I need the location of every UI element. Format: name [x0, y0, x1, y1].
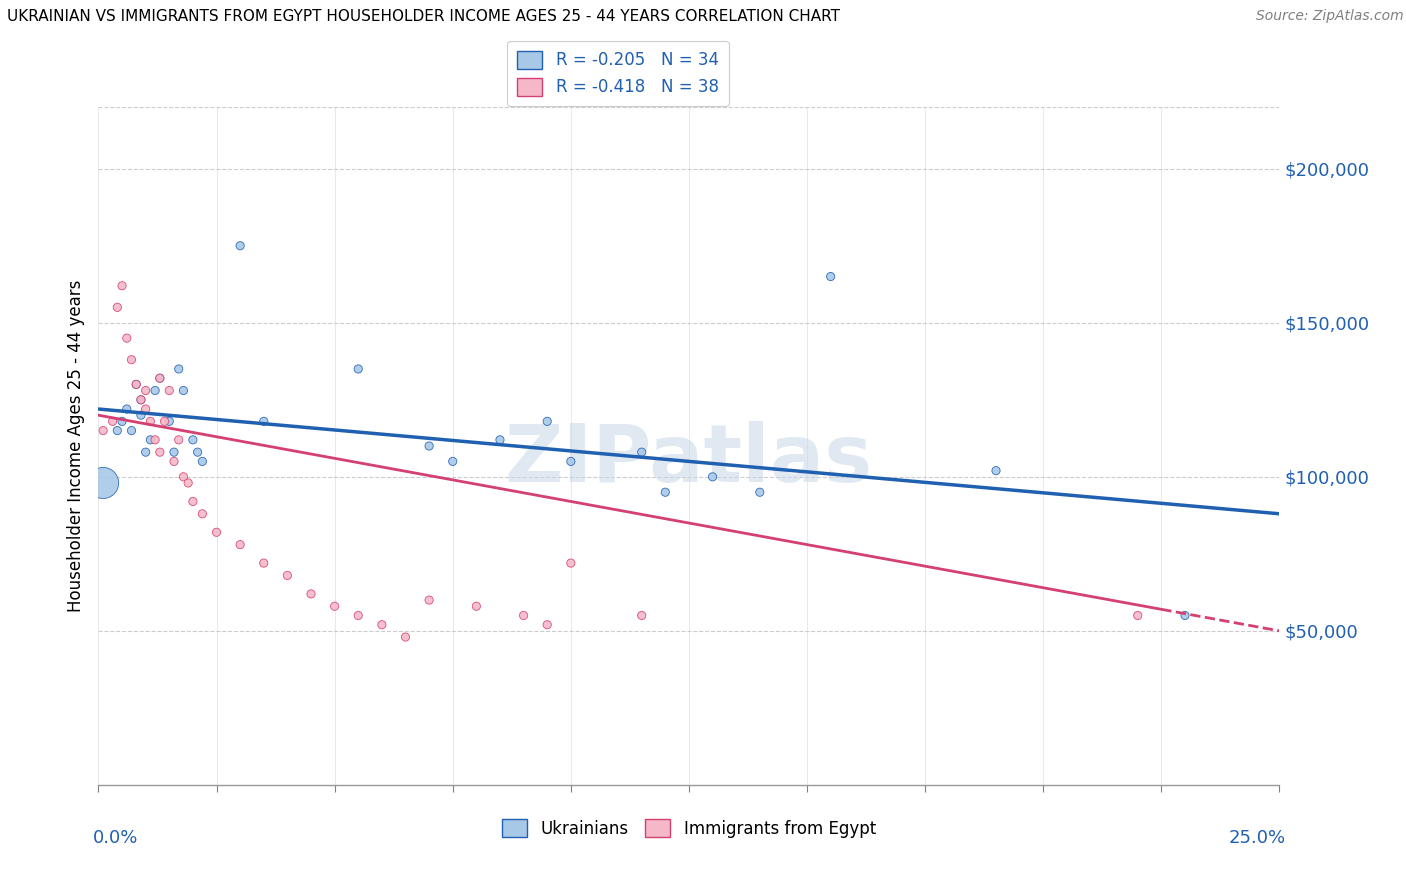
Point: [299, 587, 322, 601]
Point: [167, 362, 190, 376]
Point: [441, 454, 464, 468]
Point: [536, 414, 558, 428]
Point: [418, 439, 440, 453]
Point: [191, 454, 214, 468]
Point: [149, 445, 172, 459]
Point: [149, 371, 172, 385]
Point: [276, 568, 298, 582]
Point: [91, 475, 114, 490]
Point: [139, 414, 162, 428]
Point: [229, 238, 252, 252]
Point: [253, 556, 276, 570]
Point: [465, 599, 488, 614]
Point: [560, 454, 582, 468]
Point: [323, 599, 346, 614]
Point: [105, 424, 128, 438]
Point: [167, 433, 190, 447]
Point: [1174, 608, 1197, 623]
Point: [347, 608, 370, 623]
Y-axis label: Householder Income Ages 25 - 44 years: Householder Income Ages 25 - 44 years: [66, 280, 84, 612]
Point: [135, 402, 157, 417]
Point: [149, 371, 172, 385]
Text: ZIPatlas: ZIPatlas: [505, 420, 873, 499]
Point: [512, 608, 534, 623]
Point: [536, 617, 558, 632]
Point: [121, 352, 143, 367]
Point: [129, 408, 152, 422]
Point: [135, 384, 157, 398]
Point: [187, 445, 209, 459]
Point: [172, 470, 194, 484]
Point: [748, 485, 770, 500]
Point: [489, 433, 512, 447]
Point: [1126, 608, 1149, 623]
Text: 0.0%: 0.0%: [93, 829, 138, 847]
Point: [91, 424, 114, 438]
Point: [135, 445, 157, 459]
Point: [191, 507, 214, 521]
Point: [139, 433, 162, 447]
Point: [153, 414, 176, 428]
Point: [125, 377, 148, 392]
Point: [129, 392, 152, 407]
Text: 25.0%: 25.0%: [1229, 829, 1285, 847]
Point: [125, 377, 148, 392]
Point: [129, 392, 152, 407]
Point: [630, 445, 652, 459]
Point: [205, 525, 228, 540]
Point: [105, 301, 128, 315]
Point: [418, 593, 440, 607]
Point: [181, 494, 204, 508]
Text: Source: ZipAtlas.com: Source: ZipAtlas.com: [1256, 9, 1403, 23]
Point: [101, 414, 124, 428]
Point: [181, 433, 204, 447]
Point: [630, 608, 652, 623]
Point: [371, 617, 394, 632]
Point: [177, 475, 200, 490]
Point: [163, 454, 186, 468]
Point: [347, 362, 370, 376]
Point: [984, 464, 1007, 478]
Point: [143, 384, 166, 398]
Point: [394, 630, 416, 644]
Text: UKRAINIAN VS IMMIGRANTS FROM EGYPT HOUSEHOLDER INCOME AGES 25 - 44 YEARS CORRELA: UKRAINIAN VS IMMIGRANTS FROM EGYPT HOUSE…: [7, 9, 839, 24]
Point: [111, 278, 134, 293]
Point: [820, 269, 842, 284]
Point: [115, 331, 138, 345]
Point: [157, 414, 180, 428]
Point: [157, 384, 180, 398]
Point: [121, 424, 143, 438]
Legend: Ukrainians, Immigrants from Egypt: Ukrainians, Immigrants from Egypt: [495, 813, 883, 845]
Point: [111, 414, 134, 428]
Point: [253, 414, 276, 428]
Point: [163, 445, 186, 459]
Point: [654, 485, 676, 500]
Point: [115, 402, 138, 417]
Point: [143, 433, 166, 447]
Point: [229, 538, 252, 552]
Point: [172, 384, 194, 398]
Point: [560, 556, 582, 570]
Point: [702, 470, 724, 484]
